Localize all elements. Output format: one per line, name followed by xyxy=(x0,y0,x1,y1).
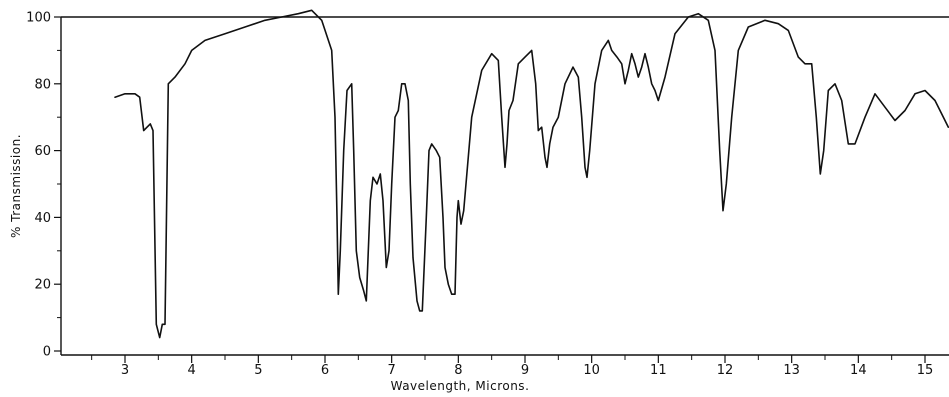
x-tick-label: 10 xyxy=(583,363,600,378)
plot-frame xyxy=(60,16,949,356)
x-tick-label: 11 xyxy=(650,363,667,378)
y-tick-label: 100 xyxy=(26,11,51,26)
y-tick-label: 40 xyxy=(34,211,51,226)
x-axis-title: Wavelength, Microns. xyxy=(391,379,530,393)
y-axis-ticks: 0 20 40 60 80 100 xyxy=(26,11,61,360)
y-axis-title: % Transmission. xyxy=(9,134,23,238)
x-tick-label: 13 xyxy=(783,363,800,378)
x-tick-label: 5 xyxy=(254,363,262,378)
x-tick-label: 12 xyxy=(717,363,734,378)
y-tick-label: 20 xyxy=(34,278,51,293)
x-tick-label: 7 xyxy=(388,363,396,378)
spectrum-line xyxy=(114,9,949,339)
y-tick-label: 80 xyxy=(34,77,51,92)
x-tick-label: 14 xyxy=(850,363,867,378)
series-layer xyxy=(114,9,949,339)
x-tick-label: 6 xyxy=(321,363,329,378)
x-tick-label: 8 xyxy=(454,363,462,378)
x-axis-ticks: 3 4 5 6 7 8 9 10 11 12 13 14 15 xyxy=(91,355,934,378)
y-tick-label: 60 xyxy=(34,144,51,159)
x-tick-label: 4 xyxy=(188,363,196,378)
x-tick-label: 3 xyxy=(121,363,129,378)
y-tick-label: 0 xyxy=(43,345,51,360)
x-tick-label: 9 xyxy=(521,363,529,378)
x-tick-label: 15 xyxy=(917,363,934,378)
